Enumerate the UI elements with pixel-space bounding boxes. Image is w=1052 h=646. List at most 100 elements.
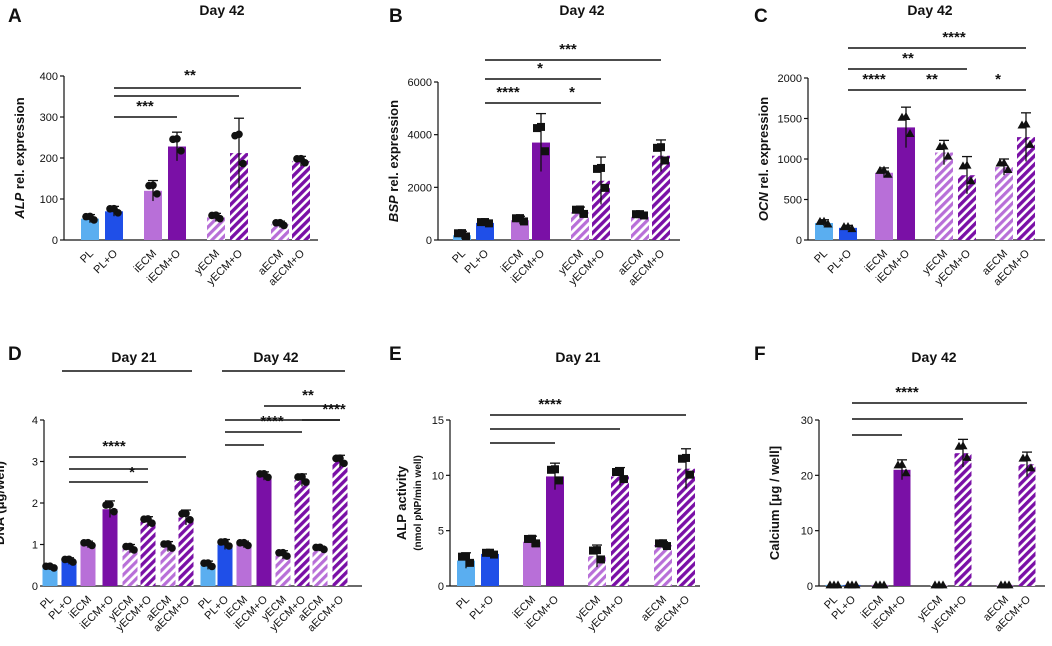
- bar: [546, 476, 564, 586]
- bar-group: [178, 509, 194, 586]
- bar: [532, 142, 550, 240]
- bar: [236, 544, 252, 586]
- data-point: [847, 224, 857, 233]
- bar: [292, 161, 310, 240]
- bar-group: [843, 580, 861, 589]
- bar-group: [102, 500, 118, 586]
- bar-group: [168, 131, 186, 240]
- y-axis-sublabel: (nmol pNP/min well): [413, 455, 424, 551]
- bar-group: [294, 473, 310, 586]
- data-point: [302, 478, 310, 486]
- bar-group: [453, 229, 471, 241]
- data-point: [958, 441, 968, 450]
- data-point: [962, 452, 972, 461]
- y-tick-label: 2: [32, 498, 38, 510]
- data-point: [875, 580, 885, 589]
- bar: [275, 554, 291, 586]
- data-point: [106, 500, 114, 509]
- x-tick-label: PL: [812, 248, 830, 266]
- bar-group: [42, 562, 58, 586]
- bar: [200, 565, 216, 586]
- y-tick-label: 6000: [408, 77, 432, 89]
- data-point: [458, 229, 466, 238]
- panel-letter: C: [754, 6, 768, 27]
- bar-group: [875, 165, 893, 240]
- bar: [80, 544, 96, 586]
- bar: [652, 155, 670, 240]
- bar: [592, 180, 610, 240]
- data-point: [336, 454, 344, 462]
- data-point: [486, 548, 494, 557]
- significance-label: *: [569, 84, 575, 101]
- data-point: [276, 218, 284, 227]
- data-point: [177, 147, 185, 155]
- data-point: [1000, 580, 1010, 589]
- y-tick-label: 5: [438, 526, 444, 538]
- bar: [61, 561, 77, 586]
- bar-group: [457, 552, 475, 586]
- bar-group: [588, 544, 606, 586]
- significance-label: ***: [136, 98, 154, 115]
- bar: [42, 567, 58, 586]
- data-point: [593, 546, 601, 555]
- bar-group: [958, 155, 976, 240]
- y-axis-label: Calcium [μg / well]: [767, 446, 782, 560]
- group-title: Day 21: [111, 349, 156, 365]
- bar-group: [954, 438, 972, 586]
- data-point: [186, 515, 194, 524]
- bar: [523, 541, 541, 586]
- y-tick-label: 1000: [778, 154, 802, 166]
- bar: [207, 217, 225, 240]
- bar-group: [122, 542, 138, 586]
- chart-title: Day 42: [911, 349, 956, 365]
- y-tick-label: 10: [801, 526, 813, 538]
- y-tick-label: 300: [40, 112, 58, 124]
- bar-group: [332, 454, 348, 586]
- bar-group: [200, 559, 216, 586]
- bar-group: [160, 540, 176, 586]
- data-point: [235, 130, 243, 139]
- y-tick-label: 2000: [778, 73, 802, 85]
- data-point: [901, 111, 911, 120]
- bar-group: [105, 204, 123, 240]
- data-point: [962, 160, 972, 169]
- bar: [294, 480, 310, 586]
- x-tick-label: PL: [450, 248, 468, 266]
- data-point: [466, 558, 474, 567]
- data-point: [819, 216, 829, 225]
- data-point: [239, 159, 247, 168]
- y-tick-label: 0: [438, 581, 444, 593]
- data-point: [999, 158, 1009, 167]
- data-point: [528, 534, 536, 543]
- bar: [217, 544, 233, 586]
- y-axis-label-text: rel. expression: [386, 100, 401, 195]
- data-point: [110, 507, 118, 516]
- bar-group: [839, 222, 857, 240]
- data-point: [173, 134, 181, 143]
- data-point: [657, 143, 665, 152]
- bar: [654, 545, 672, 586]
- x-tick-label: PL+O: [463, 247, 492, 276]
- y-tick-label: 15: [432, 415, 444, 427]
- data-point: [297, 154, 305, 163]
- data-point: [516, 214, 524, 223]
- data-point: [221, 538, 229, 546]
- significance-label: ****: [862, 71, 886, 88]
- data-point: [1022, 453, 1032, 462]
- data-point: [597, 555, 605, 564]
- data-point: [823, 219, 833, 228]
- panel-letter: F: [754, 344, 766, 365]
- data-point: [1003, 165, 1013, 174]
- data-point: [682, 453, 690, 462]
- x-tick-label: PL+O: [826, 247, 855, 276]
- y-axis-label-text: DNA (μg/well): [0, 461, 7, 545]
- chart-panel-a: A Day 42 ALP rel. expression 0 100 200 300 400 P…: [8, 2, 318, 288]
- data-point: [481, 218, 489, 227]
- bar-group: [271, 218, 289, 240]
- data-point: [580, 209, 588, 218]
- y-axis-label: ALP activity: [394, 465, 409, 540]
- y-tick-label: 0: [32, 581, 38, 593]
- data-point: [636, 210, 644, 219]
